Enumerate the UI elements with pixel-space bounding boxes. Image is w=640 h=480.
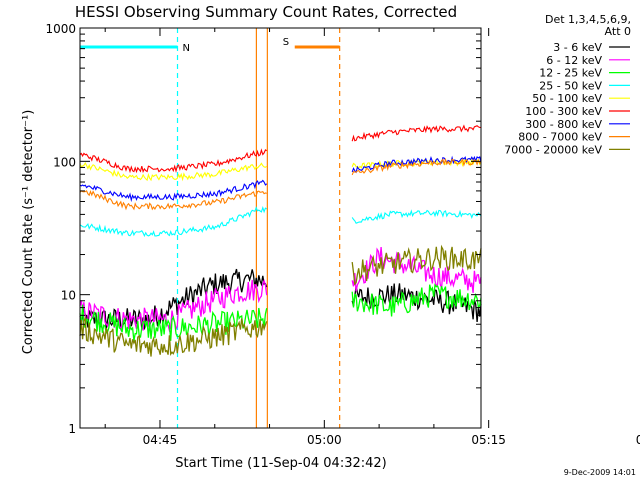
x-tick-label-2: 05:15 [471, 433, 506, 447]
legend-label-3-6-kev: 3 - 6 keV [553, 41, 602, 54]
series-line-12-25-kev [79, 283, 482, 341]
marker-label-n: N [183, 43, 190, 54]
plot-frame [79, 27, 482, 429]
x-tick-label-3: 05:30 [636, 433, 640, 447]
series-line-7000-20000-kev [79, 244, 482, 357]
series-line-300-800-kev [79, 155, 482, 203]
series-line-3-6-kev [79, 268, 482, 330]
y-axis-label: Corrected Count Rate (s⁻¹ detector⁻¹) [21, 110, 36, 355]
legend-label-25-50-kev: 25 - 50 keV [539, 79, 602, 92]
x-tick-label-0: 04:45 [143, 433, 178, 447]
series-line-25-50-kev [79, 205, 482, 238]
series-line-800-7000-kev [79, 157, 482, 211]
chart-title: HESSI Observing Summary Count Rates, Cor… [75, 3, 457, 21]
y-tick-label-2: 100 [53, 155, 76, 169]
legend-header-line-1: Det 1,3,4,5,6,9, [545, 13, 631, 26]
y-tick-label-3: 1000 [45, 22, 76, 36]
x-axis-label: Start Time (11-Sep-04 04:32:42) [175, 456, 386, 471]
marker-label-s: S [283, 37, 289, 48]
legend-label-100-300-kev: 100 - 300 keV [525, 105, 602, 118]
legend-label-7000-20000-kev: 7000 - 20000 keV [504, 143, 602, 156]
legend-label-300-800-kev: 300 - 800 keV [525, 118, 602, 131]
y-tick-label-0: 1 [68, 422, 76, 436]
legend-label-800-7000-kev: 800 - 7000 keV [518, 131, 602, 144]
legend-label-6-12-kev: 6 - 12 keV [546, 54, 602, 67]
series-line-100-300-kev [79, 124, 482, 174]
legend-header-line-2: Att 0 [605, 25, 631, 38]
timestamp: 9-Dec-2009 14:01 [564, 468, 636, 477]
legend-label-12-25-kev: 12 - 25 keV [539, 67, 602, 80]
series-lines [79, 124, 482, 357]
x-tick-label-1: 05:00 [307, 433, 342, 447]
y-tick-label-1: 10 [61, 289, 76, 303]
orbit-markers: NS [80, 28, 341, 428]
legend-label-50-100-kev: 50 - 100 keV [532, 92, 602, 105]
